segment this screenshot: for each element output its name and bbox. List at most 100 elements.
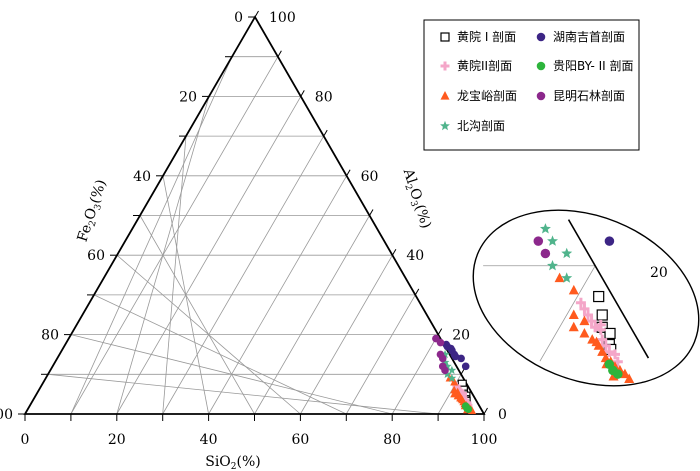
left-tick-label: 80 xyxy=(41,328,59,344)
legend-marker xyxy=(536,91,546,101)
inset-data-point xyxy=(604,236,615,246)
right-tick xyxy=(483,407,488,415)
inset-grid-line xyxy=(539,265,596,362)
legend-label: 龙宝峪剖面 xyxy=(457,89,517,103)
right-tick-label: 20 xyxy=(452,328,470,344)
right-tick xyxy=(323,129,328,137)
inset-data-point xyxy=(595,319,606,330)
data-point xyxy=(464,405,473,414)
inset-zoom: 20 xyxy=(472,209,700,387)
inset-data-point xyxy=(561,272,573,283)
right-tick-label: 60 xyxy=(361,169,379,185)
inset-data-point xyxy=(568,284,579,295)
inset-data-point xyxy=(554,272,565,283)
inset-data-point xyxy=(597,334,608,345)
inset-tick-label: 20 xyxy=(650,265,668,281)
inset-data-point xyxy=(591,336,602,347)
grid-line xyxy=(116,254,301,415)
left-tick-label: 60 xyxy=(87,248,105,264)
grid-line xyxy=(139,215,255,415)
data-point xyxy=(457,394,466,403)
right-tick-label: 0 xyxy=(498,407,507,423)
left-axis-label: Fe2O3(%) xyxy=(75,178,112,245)
x-tick-label: 40 xyxy=(200,432,218,448)
inset-data-point xyxy=(561,247,573,259)
legend-marker xyxy=(536,32,546,42)
inset-ellipse xyxy=(472,209,700,387)
inset-data-point xyxy=(612,356,623,367)
inset-data-point xyxy=(540,223,551,234)
inset-data-point xyxy=(613,369,623,379)
inset-points xyxy=(533,223,635,383)
inset-data-point xyxy=(547,235,558,246)
data-point xyxy=(438,354,447,363)
inset-data-point xyxy=(579,303,590,314)
data-points xyxy=(432,334,477,415)
right-tick xyxy=(437,328,443,335)
inset-data-point xyxy=(619,368,630,379)
right-axis-label: Al2O3(%) xyxy=(397,166,434,231)
x-tick-label: 100 xyxy=(471,432,498,448)
data-point xyxy=(443,369,452,378)
inset-data-point xyxy=(597,346,608,356)
inset-data-point xyxy=(568,321,579,332)
inset-data-point xyxy=(586,316,597,327)
x-tick-label: 60 xyxy=(291,432,309,448)
legend-label: 贵阳BY- II 剖面 xyxy=(553,59,634,73)
x-tick-label: 0 xyxy=(21,432,30,448)
x-axis-label: SiO2(%) xyxy=(205,454,261,471)
legend-label: 北沟剖面 xyxy=(457,119,505,133)
inset-data-point xyxy=(609,349,620,360)
inset-grid xyxy=(483,219,650,362)
left-tick-label: 100 xyxy=(0,407,13,423)
inset-data-point xyxy=(540,248,551,259)
legend-marker xyxy=(440,32,450,42)
right-tick-label: 40 xyxy=(406,248,424,264)
inset-data-point xyxy=(547,260,558,271)
inset-data-point xyxy=(604,327,616,340)
right-tick xyxy=(414,288,420,296)
inset-grid-line xyxy=(567,219,650,359)
grid-line xyxy=(70,334,393,415)
legend-label: 黄院II剖面 xyxy=(457,59,512,73)
legend-marker xyxy=(440,61,450,71)
inset-data-point xyxy=(583,310,593,320)
data-point xyxy=(457,354,465,363)
x-tick-label: 80 xyxy=(383,432,401,448)
legend-label: 湖南吉首剖面 xyxy=(553,29,625,44)
legend-box xyxy=(423,19,640,151)
inset-data-point xyxy=(568,309,579,319)
grid-line xyxy=(437,374,462,415)
inset-data-point xyxy=(600,340,611,351)
grid-line xyxy=(162,135,325,415)
legend-marker xyxy=(536,61,546,71)
right-tick xyxy=(391,248,397,256)
left-tick-label: 40 xyxy=(133,169,151,185)
grid-line xyxy=(254,215,370,415)
legend-label: 昆明石林剖面 xyxy=(553,89,625,103)
inset-data-point xyxy=(590,322,601,333)
legend-marker xyxy=(440,120,450,131)
inset-data-point xyxy=(575,297,586,308)
inset-data-point xyxy=(624,373,635,383)
inset-data-point xyxy=(596,309,608,321)
grid-line xyxy=(345,294,416,415)
right-tick xyxy=(277,50,282,57)
data-point xyxy=(447,373,457,382)
data-point xyxy=(440,349,450,359)
right-tick xyxy=(254,10,259,18)
data-point xyxy=(451,352,460,361)
inset-data-point xyxy=(604,346,615,357)
x-tick-label: 20 xyxy=(108,432,126,448)
inset-data-point xyxy=(533,236,544,246)
right-tick xyxy=(369,209,374,216)
data-point xyxy=(450,389,459,398)
data-point xyxy=(461,362,470,371)
grid-line xyxy=(300,254,393,415)
grid-lines xyxy=(47,56,462,415)
left-tick-label: 0 xyxy=(234,10,243,26)
grid-line xyxy=(391,334,439,415)
right-tick-label: 100 xyxy=(269,10,296,26)
